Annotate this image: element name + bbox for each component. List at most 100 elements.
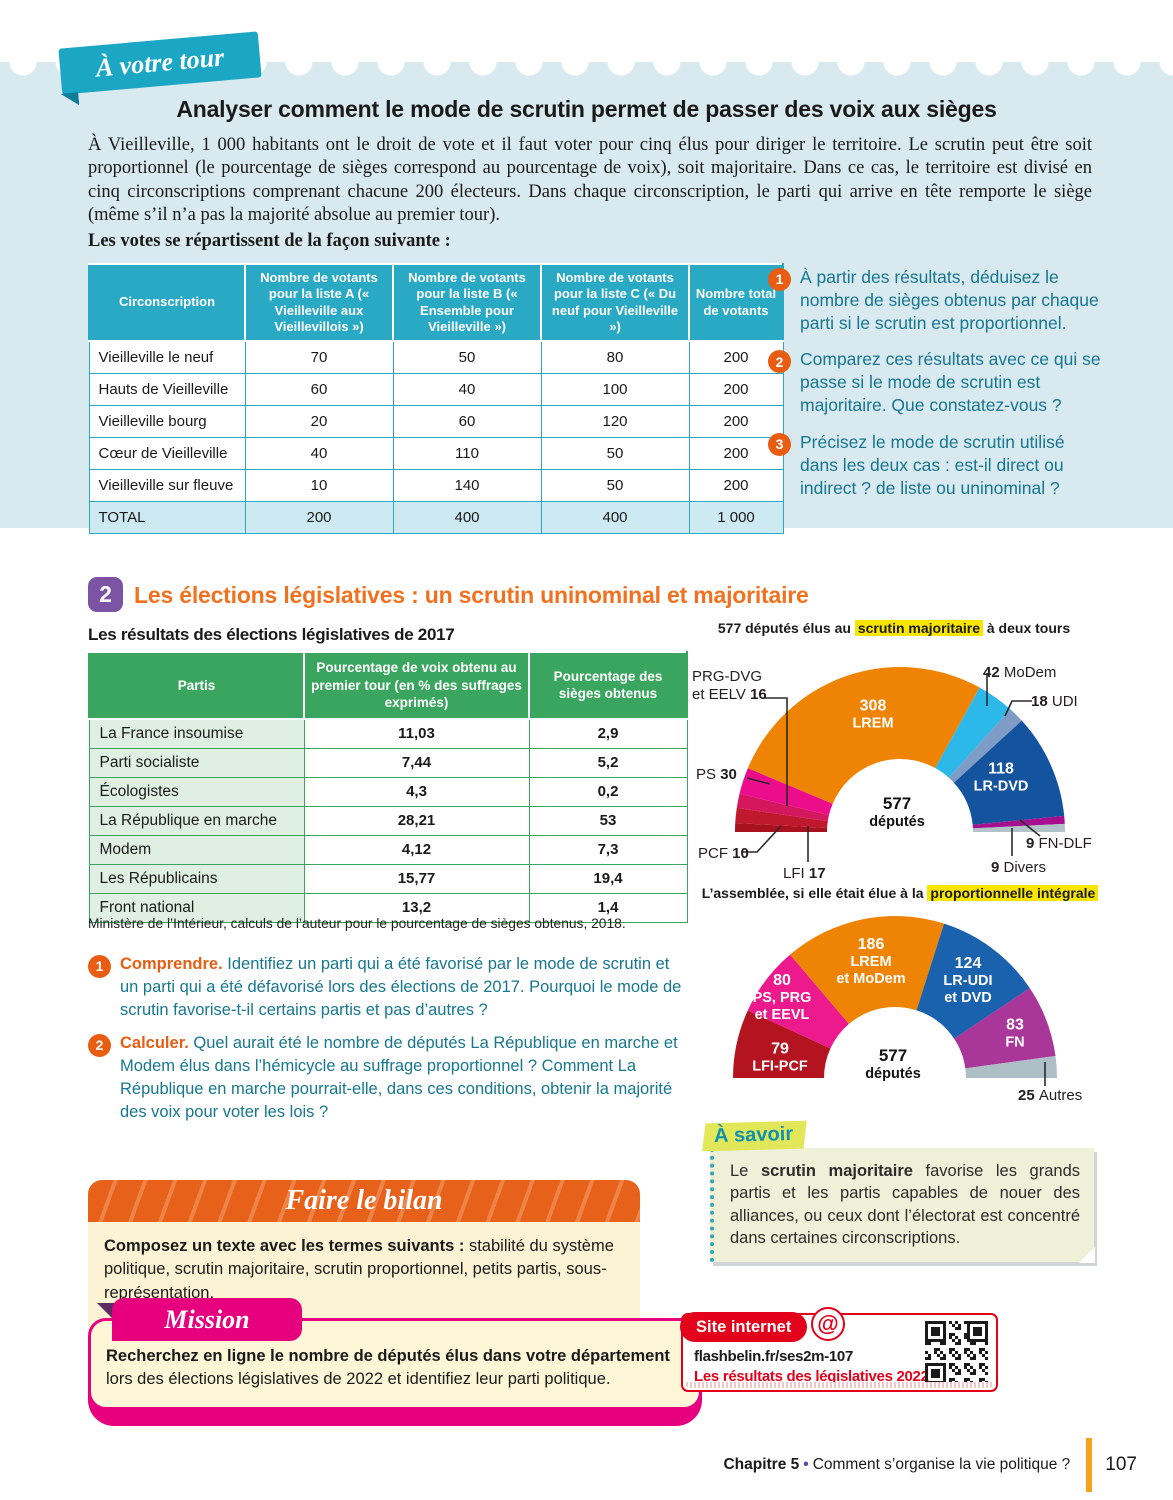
table-cell: 1,4 xyxy=(528,892,688,923)
question-number: 1 xyxy=(768,268,791,291)
chart-label-UDI: 18 UDI xyxy=(1031,693,1078,710)
table-cell: 140 xyxy=(392,469,542,502)
bilan-header: Faire le bilan xyxy=(88,1180,640,1222)
table-cell: 40 xyxy=(244,437,394,470)
slice-FN-DLF xyxy=(972,815,1065,829)
table-row: La France insoumise 11,03 2,9 xyxy=(88,718,688,749)
votes-table-head: Circonscription Nombre de votants pour la… xyxy=(88,263,784,342)
table-row: Vieilleville le neuf 70 50 80 200 xyxy=(88,340,784,374)
activity-intro-lead: Les votes se répartissent de la façon su… xyxy=(88,231,451,252)
table-cell: 7,3 xyxy=(528,834,688,865)
activity-title: Analyser comment le mode de scrutin perm… xyxy=(176,96,997,122)
table-cell: Vieilleville bourg xyxy=(88,405,246,438)
page-footer: Chapitre 5 • Comment s’organise la vie pol… xyxy=(723,1437,1137,1493)
qr-code xyxy=(925,1321,988,1389)
table-cell: La France insoumise xyxy=(88,718,305,749)
table-cell: Écologistes xyxy=(88,776,305,807)
table-cell: Hauts de Vieilleville xyxy=(88,373,246,406)
question-text: Précisez le mode de scrutin utilisé dans… xyxy=(800,431,1065,498)
table-cell: 11,03 xyxy=(303,718,530,749)
savoir-label: À savoir xyxy=(702,1120,807,1152)
table-cell: Parti socialiste xyxy=(88,747,305,778)
table-cell: La République en marche xyxy=(88,805,305,836)
chart-label-PS: PS 30 xyxy=(696,766,737,783)
question-item: 2 Comparez ces résultats avec ce qui se p… xyxy=(768,348,1106,417)
hemicycle-chart-majoritaire: 577 députés élus au scrutin majoritaire … xyxy=(688,620,1100,888)
table-cell: 200 xyxy=(688,437,784,470)
footer-chapter-title: Comment s’organise la vie politique ? xyxy=(812,1456,1071,1473)
table-cell: 2,9 xyxy=(528,718,688,749)
activity-intro-block: À Vieilleville, 1 000 habitants ont le d… xyxy=(88,134,1092,253)
table-cell: 100 xyxy=(540,373,690,406)
chart-label-PRG-DVG et EELV: PRG-DVG et EELV 16 xyxy=(692,668,767,703)
table-cell: 4,12 xyxy=(303,834,530,865)
mission-text-bold: Recherchez en ligne le nombre de députés… xyxy=(106,1347,670,1365)
question-number: 2 xyxy=(768,350,791,374)
question-text: Calculer. Quel aurait été le nombre de d… xyxy=(120,1034,678,1121)
column-header: Circonscription xyxy=(88,263,246,342)
header-row: Circonscription Nombre de votants pour la… xyxy=(88,263,784,342)
column-header: Nombre total de votants xyxy=(688,263,784,342)
savoir-label-text: À savoir xyxy=(713,1123,794,1148)
table-cell: 7,44 xyxy=(303,747,530,778)
section2-questions: 1 Comprendre. Identifiez un parti qui a é… xyxy=(88,953,684,1134)
table-row: La République en marche 28,21 53 xyxy=(88,805,688,836)
table-cell: 120 xyxy=(540,405,690,438)
table-cell: 40 xyxy=(392,373,542,406)
column-header: Nombre de votants pour la liste B (« Ens… xyxy=(392,263,542,342)
table-cell: 19,4 xyxy=(528,863,688,894)
table-cell: 0,2 xyxy=(528,776,688,807)
chart-label-MoDem: 42 MoDem xyxy=(983,664,1057,681)
column-header: Pourcentage de voix obtenu au premier to… xyxy=(303,651,530,720)
chart-inside-label-PS, PRG et EEVL: 80 PS, PRG et EEVL xyxy=(752,972,812,1024)
slice-UDI xyxy=(948,709,1022,783)
mission-text: Recherchez en ligne le nombre de députés… xyxy=(106,1345,690,1392)
slice-FN xyxy=(954,988,1056,1069)
activity-intro: À Vieilleville, 1 000 habitants ont le d… xyxy=(88,135,1092,225)
site-url[interactable]: flashbelin.fr/ses2m-107 xyxy=(694,1348,854,1365)
table-total-row: TOTAL 200 400 400 1 000 xyxy=(88,501,784,534)
mission-tab: Mission xyxy=(112,1298,302,1341)
table-cell: 50 xyxy=(540,437,690,470)
table-cell: 13,2 xyxy=(303,892,530,923)
table-cell: 200 xyxy=(244,501,394,534)
table-cell: 1 000 xyxy=(688,501,784,534)
chart-inside-label-FN: 83 FN xyxy=(1005,1016,1025,1051)
table-cell: 28,21 xyxy=(303,805,530,836)
table-row: Vieilleville bourg 20 60 120 200 xyxy=(88,405,784,438)
slice-LREM et MoDem xyxy=(790,916,945,1024)
savoir-text: Le scrutin majoritaire favorise les gran… xyxy=(714,1148,1094,1249)
chart-title-highlight: scrutin majoritaire xyxy=(854,620,983,636)
chart-label-LFI: LFI 17 xyxy=(783,865,826,882)
leader-line xyxy=(1019,819,1041,837)
slice-PS, PRG et EEVL xyxy=(747,954,849,1049)
chart-title-highlight: proportionnelle intégrale xyxy=(927,885,1099,901)
site-internet-box: Site internet @ flashbelin.fr/ses2m-107 … xyxy=(680,1307,998,1392)
table-cell: 5,2 xyxy=(528,747,688,778)
slice-Autres xyxy=(965,1056,1057,1078)
bilan-text: stabilité du système politique, scrutin … xyxy=(104,1237,614,1302)
savoir-text-bold: scrutin majoritaire xyxy=(760,1162,913,1180)
table-row: Vieilleville sur fleuve 10 140 50 200 xyxy=(88,469,784,502)
leader-line xyxy=(743,825,782,853)
chart-label-Divers: 9 Divers xyxy=(991,859,1047,876)
table-source: Ministère de l’Intérieur, calculs de l’a… xyxy=(88,916,626,931)
table-cell: Vieilleville sur fleuve xyxy=(88,469,246,502)
table-cell: 50 xyxy=(540,469,690,502)
site-link[interactable]: Les résultats des législatives 2022 xyxy=(694,1368,929,1385)
mission-text-rest: lors des élections législatives de 2022 … xyxy=(106,1370,611,1389)
table-cell: 200 xyxy=(688,469,784,502)
table-cell: 200 xyxy=(688,340,784,374)
page-number: 107 xyxy=(1105,1454,1137,1475)
site-box-hatch xyxy=(686,1382,993,1388)
question-item: 1 Comprendre. Identifiez un parti qui a é… xyxy=(88,953,684,1021)
column-header: Partis xyxy=(88,651,305,720)
table-cell: 80 xyxy=(540,340,690,374)
section2-badge: 2 xyxy=(88,577,123,612)
question-number: 1 xyxy=(88,955,111,978)
leader-line xyxy=(746,777,771,785)
slice-PS xyxy=(739,768,833,816)
table-cell: Modem xyxy=(88,834,305,865)
chart-inside-label-LR-UDI et DVD: 124 LR-UDI et DVD xyxy=(943,955,993,1007)
chart-title: 577 députés élus au scrutin majoritaire … xyxy=(688,620,1100,636)
